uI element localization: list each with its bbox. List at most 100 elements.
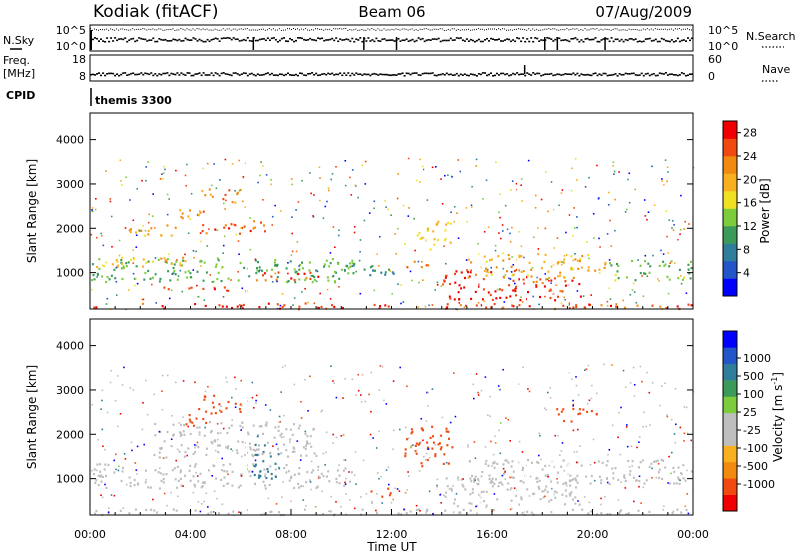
power-noise-cell xyxy=(534,207,537,209)
velocity-noise-cell xyxy=(462,478,464,480)
velocity-cell xyxy=(600,512,603,515)
velocity-cell xyxy=(265,424,268,427)
power-cell xyxy=(326,276,329,279)
power-cell xyxy=(522,270,525,273)
velocity-cell xyxy=(119,509,122,512)
velocity-cell xyxy=(287,470,290,473)
power-noise-cell xyxy=(326,200,328,203)
velocity-noise-cell xyxy=(196,441,199,444)
power-cell xyxy=(163,286,166,289)
power-cell xyxy=(199,259,202,262)
power-noise-cell xyxy=(358,259,361,262)
power-cell xyxy=(201,230,204,233)
freq-point xyxy=(445,72,448,75)
velocity-cell xyxy=(546,474,549,477)
velocity-noise-cell xyxy=(590,397,593,400)
velocity-cell xyxy=(560,410,563,413)
nsky-point xyxy=(558,37,561,40)
velocity-noise-cell xyxy=(159,467,161,469)
power-cell xyxy=(485,274,488,277)
power-cell xyxy=(587,254,590,257)
velocity-cell xyxy=(432,435,434,438)
power-cell xyxy=(122,267,125,270)
nsky-point xyxy=(584,38,587,40)
velocity-cell xyxy=(556,481,559,484)
power-cell xyxy=(392,272,395,275)
nsearch-point xyxy=(262,28,264,30)
colorbar-segment xyxy=(723,445,737,463)
velocity-cell xyxy=(174,478,177,481)
power-noise-cell xyxy=(135,277,137,280)
nsky-point xyxy=(492,38,494,40)
nsky-point xyxy=(554,38,557,41)
velocity-cell xyxy=(641,459,644,462)
nsky-point xyxy=(333,39,336,42)
power-noise-cell xyxy=(101,264,104,267)
freq-point xyxy=(590,74,593,77)
nsky-point xyxy=(654,38,657,41)
power-cell xyxy=(513,269,516,273)
power-noise-cell xyxy=(568,304,570,306)
power-cell xyxy=(202,287,205,290)
freq-point xyxy=(614,73,617,75)
velocity-cell xyxy=(162,473,165,476)
nsearch-point xyxy=(441,28,443,30)
nsearch-point xyxy=(202,28,204,30)
power-cell xyxy=(160,234,163,237)
nsky-point xyxy=(132,37,135,40)
power-cell xyxy=(464,276,466,280)
power-cell xyxy=(108,278,111,281)
velocity-cell xyxy=(560,465,563,468)
velocity-cell xyxy=(628,473,631,476)
power-cell xyxy=(323,265,325,268)
velocity-noise-cell xyxy=(426,391,428,394)
freq-point xyxy=(353,74,356,76)
power-cell xyxy=(103,265,106,268)
freq-point xyxy=(403,75,406,77)
nsearch-point xyxy=(154,29,156,31)
velocity-cell xyxy=(550,480,553,483)
nsearch-point xyxy=(668,28,670,30)
power-cell xyxy=(174,273,177,276)
velocity-noise-cell xyxy=(575,376,577,378)
power-noise-cell xyxy=(377,265,380,267)
freq-point xyxy=(198,72,201,74)
velocity-cell xyxy=(211,442,214,445)
freq-point xyxy=(646,72,649,75)
power-noise-cell xyxy=(644,215,647,217)
velocity-noise-cell xyxy=(300,401,302,403)
power-cell xyxy=(224,224,227,227)
nsky-point xyxy=(622,40,625,43)
power-cell xyxy=(518,269,521,272)
velocity-noise-cell xyxy=(452,485,454,487)
power-noise-cell xyxy=(119,159,122,162)
velocity-noise-cell xyxy=(620,481,622,483)
velocity-cell xyxy=(207,512,210,515)
power-noise-cell xyxy=(91,209,93,211)
freq-point xyxy=(455,72,458,75)
velocity-cell xyxy=(256,435,259,438)
power-noise-cell xyxy=(395,253,397,255)
nsky-point xyxy=(504,39,507,41)
power-cell xyxy=(676,305,679,308)
velocity-cell xyxy=(632,476,635,479)
velocity-cell xyxy=(244,453,247,457)
velocity-cell xyxy=(564,489,567,492)
velocity-cell xyxy=(627,512,630,515)
velocity-cell xyxy=(95,509,98,513)
freq-point xyxy=(435,74,438,77)
nsky-point xyxy=(562,39,565,41)
freq-point xyxy=(564,73,567,75)
power-noise-cell xyxy=(316,270,319,273)
velocity-noise-cell xyxy=(368,393,370,396)
power-cell xyxy=(111,263,114,266)
nsearch-point xyxy=(524,29,526,31)
power-cell xyxy=(458,298,461,301)
freq-point xyxy=(104,74,107,77)
velocity-noise-cell xyxy=(195,471,197,474)
freq-point xyxy=(642,74,645,77)
power-noise-cell xyxy=(169,297,171,300)
freq-point xyxy=(409,73,412,76)
freq-point xyxy=(210,72,213,74)
velocity-noise-cell xyxy=(638,441,640,443)
